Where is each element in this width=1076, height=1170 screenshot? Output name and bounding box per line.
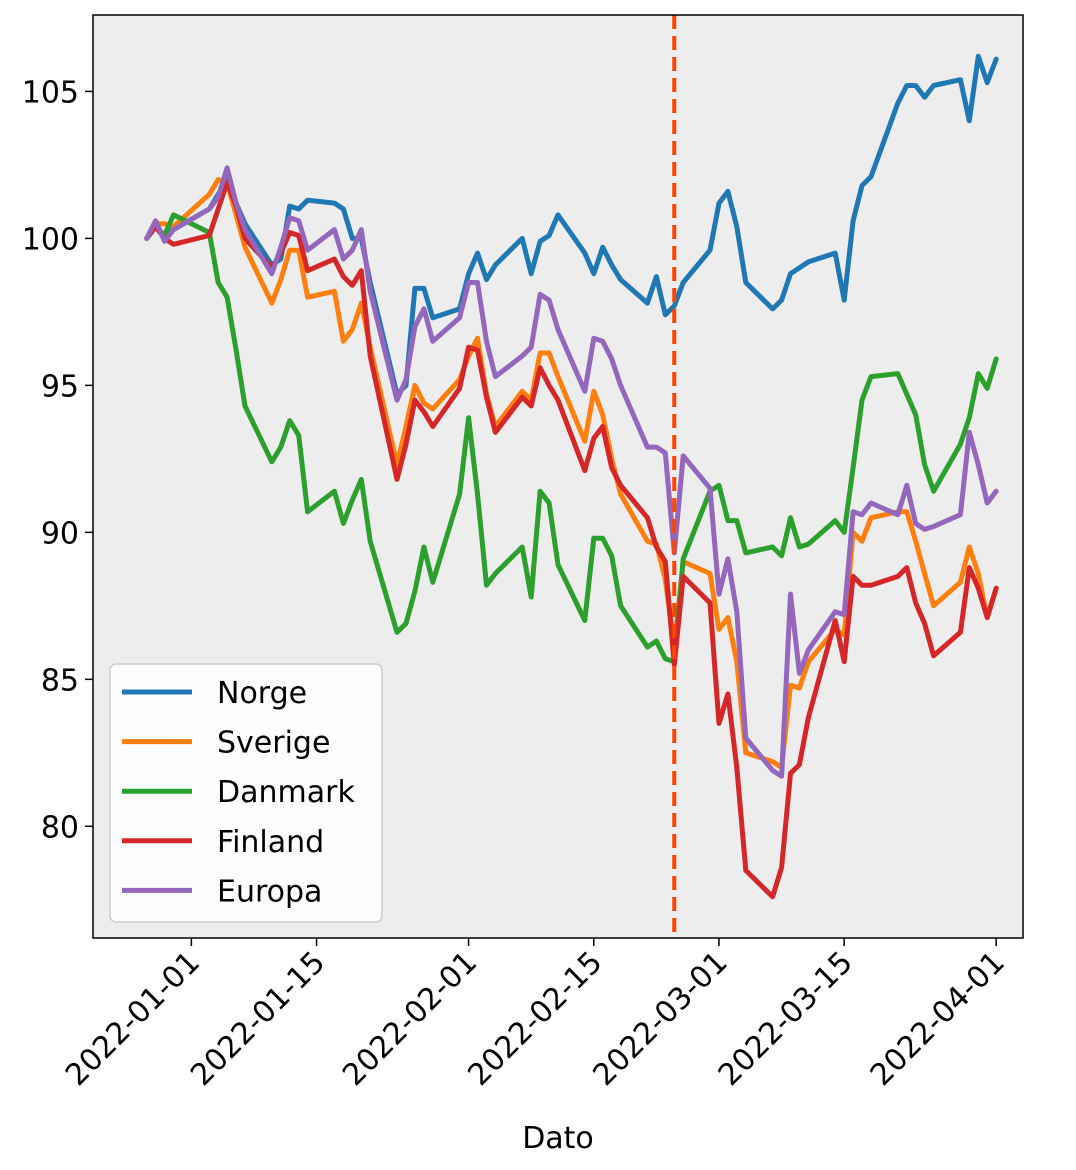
series-line-europa xyxy=(144,165,999,779)
x-tick-label: 2022-03-15 xyxy=(712,945,860,1093)
y-tick-label: 85 xyxy=(41,663,79,698)
x-tick-label: 2022-04-01 xyxy=(864,945,1012,1093)
y-tick-label: 80 xyxy=(41,810,79,845)
y-axis: 80 85 90 95 100 105 xyxy=(22,75,93,845)
y-tick-label: 105 xyxy=(22,75,79,110)
y-tick-label: 95 xyxy=(41,369,79,404)
y-tick-label: 90 xyxy=(41,516,79,551)
y-tick-label: 100 xyxy=(22,222,79,257)
legend-box xyxy=(109,663,383,923)
legend-label-finland: Finland xyxy=(217,825,324,860)
series-layer xyxy=(144,53,999,900)
x-tick-label: 2022-02-01 xyxy=(336,945,484,1093)
series-line-finland xyxy=(144,180,999,900)
x-tick-label: 2022-01-01 xyxy=(59,945,207,1093)
x-tick-label: 2022-03-01 xyxy=(587,945,735,1093)
x-tick-label: 2022-01-15 xyxy=(184,945,332,1093)
legend-label-norge: Norge xyxy=(217,676,307,711)
legend-label-sverige: Sverige xyxy=(217,726,330,761)
x-axis-title: Dato xyxy=(522,1121,594,1156)
plot-frame xyxy=(92,14,1024,939)
series-line-sverige xyxy=(144,177,999,770)
legend-label-danmark: Danmark xyxy=(217,775,355,810)
legend: Norge Sverige Danmark Finland Europa xyxy=(109,663,383,923)
legend-label-europa: Europa xyxy=(217,874,322,909)
series-line-norge xyxy=(144,53,999,397)
series-line-danmark xyxy=(144,212,999,665)
x-tick-label: 2022-02-15 xyxy=(461,945,609,1093)
